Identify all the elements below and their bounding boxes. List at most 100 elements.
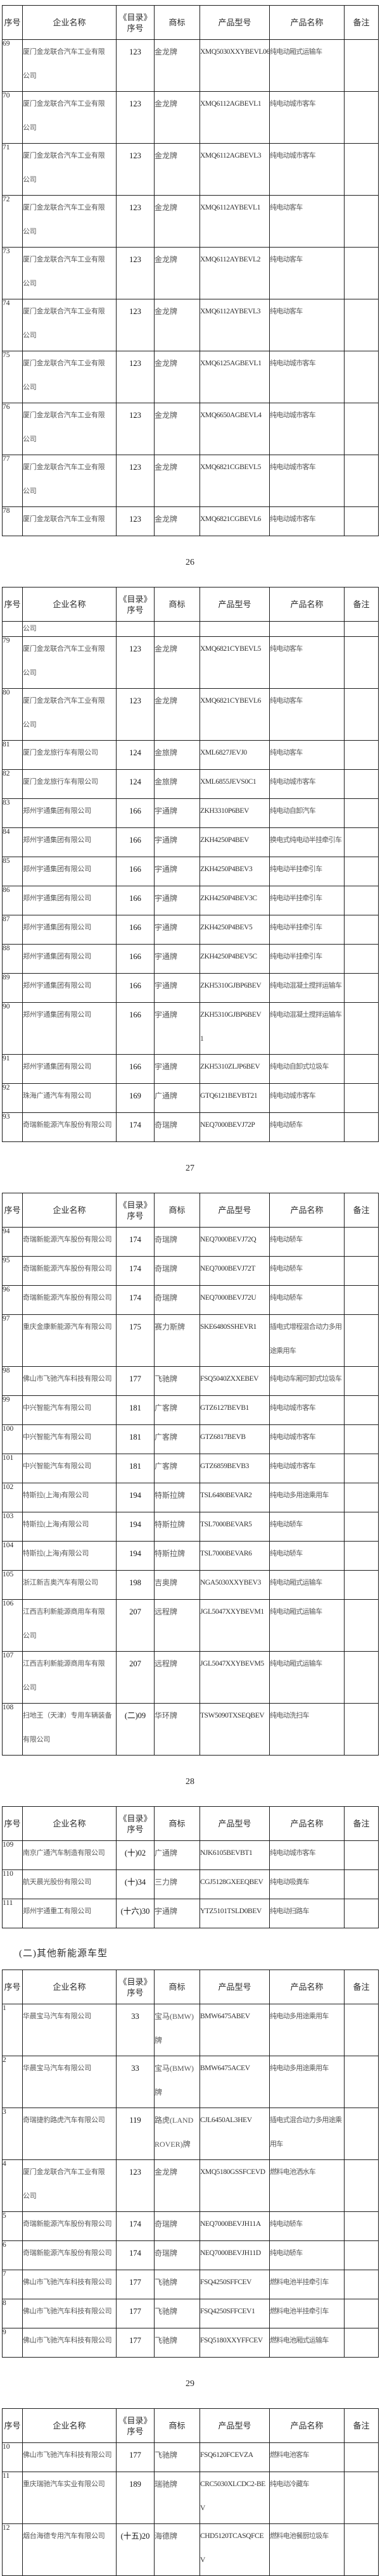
cell-line: (二)09 (124, 1711, 146, 1720)
cell-no: 6 (2, 2240, 23, 2270)
cell-line: 177 (129, 1374, 141, 1383)
table-row: 74 厦门金龙联合汽车工业有限 公司 123 金龙牌 XMQ6112AYBEVL3 纯电动客… (2, 299, 379, 351)
cell-line: 纯电动厢式运输车 (270, 1608, 323, 1616)
cell-line: 宝马(BMW) (155, 2064, 194, 2073)
table-row: 111 郑州宇通重工有限公司 (十六)30 宇通牌 YTZ5101TSLD0BEV 纯电动… (2, 1899, 379, 1928)
cell-line: XMQ6821CGBEVL5 (200, 463, 262, 471)
cell-model: ZKH5310GJBP6BEV (200, 973, 270, 1003)
cell-catalog: 177 (116, 2328, 155, 2358)
cell-product: 纯电动客车 (269, 299, 345, 351)
cell-remark (344, 1083, 379, 1113)
cell-product: 纯电动城市客车 (269, 1395, 345, 1425)
section-heading: (二)其他新能源车型 (19, 1949, 108, 1959)
table-header-row: 序号 企业名称 《目录》 序号 商标 产品型号 产品名称 备注 (2, 587, 379, 622)
cell-company: 厦门金龙联合汽车工业有限 公司 (22, 91, 117, 144)
column-header-label: 序号 (127, 605, 144, 615)
cell-line: XMQ6821CYBEVL5 (200, 645, 262, 653)
table-row: 77 厦门金龙联合汽车工业有限 公司 123 金龙牌 XMQ6821CGBEVL5 纯电动城… (2, 455, 379, 507)
cell-company: 珠海广通汽车有限公司 (22, 1083, 117, 1113)
cell-no: 81 (2, 740, 23, 770)
cell-remark (344, 688, 379, 741)
cell-line: 特斯拉(上海)有限公司 (23, 1550, 89, 1557)
cell-line: 宝马(BMW) (155, 2012, 194, 2021)
cell-line: 宇通牌 (155, 981, 178, 990)
cell-line: 金龙牌 (155, 515, 178, 524)
cell-brand: 宇通牌 (154, 886, 200, 915)
cell-remark (344, 195, 379, 248)
cell-model: BMW6475ACEV (200, 2056, 270, 2108)
cell-brand: 宇通牌 (154, 1054, 200, 1084)
cell-line: 金龙牌 (155, 463, 178, 472)
cell-line: 飞驰牌 (155, 1374, 178, 1383)
cell-brand: 金龙牌 (154, 403, 200, 455)
cell-line: TSL7000BEVAR5 (200, 1521, 252, 1528)
cell-model: XML6827JEVJ0 (200, 740, 270, 770)
table-other-nev-1: 序号 企业名称 《目录》 序号 商标 产品型号 产品名称 备注 1 华晨宝马汽车有限公司 33 宝马(… (2, 1970, 379, 2358)
cell-line: 纯电动半挂牵引车 (270, 895, 323, 902)
cell-line: 宇通牌 (155, 865, 178, 874)
cell-no: 88 (2, 944, 23, 974)
cell-line: 纯电动扫路车 (270, 1907, 310, 1915)
cell-line: FSQ6120FCEVZA (200, 2451, 254, 2459)
cell-line: 公司 (23, 384, 37, 391)
cell-model: XMQ6112AGBEVL1 (200, 91, 270, 144)
table-row: 9 佛山市飞驰汽车科技有限公司 177 飞驰牌 FSQ5180XXYFFCEV 燃料电池厢… (2, 2328, 379, 2358)
cell-line: 广客牌 (155, 1433, 178, 1442)
cell-product: 纯电动轿车 (269, 1285, 345, 1315)
cell-company: 厦门金龙联合汽车工业有限 公司 (22, 195, 117, 248)
cell-line: 123 (129, 151, 141, 160)
cell-brand: 特斯拉牌 (154, 1512, 200, 1542)
cell-line: XMQ5180GSSFCEVD (200, 2168, 266, 2176)
table-row: 88 郑州宇通集团有限公司 166 宇通牌 ZKH4250P4BEV5C 纯电动半挂牵引车 (2, 944, 379, 974)
cell-line: 华环牌 (155, 1711, 178, 1720)
column-header-brand: 商标 (154, 1806, 200, 1841)
cell-line: 燃料电池洒水车 (270, 2168, 316, 2176)
cell-company: 烟台海德专用汽车有限公司 (22, 2523, 117, 2576)
column-header-remark: 备注 (344, 1193, 379, 1228)
cell-brand: 宇通牌 (154, 944, 200, 974)
table-row: 108 扫地王（天津）专用车辆装备 有限公司 (二)09 华环牌 TSW5090TXSEQ… (2, 1703, 379, 1756)
column-header-product: 产品名称 (269, 5, 345, 40)
cell-line: TSW5090TXSEQBEV (200, 1712, 265, 1719)
cell-line: 远程牌 (155, 1659, 178, 1668)
table-row: 96 奇瑞新能源汽车股份有限公司 174 奇瑞牌 NEQ7000BEVJ72U 纯电动轿车 (2, 1285, 379, 1315)
table-row: 10 佛山市飞驰汽车科技有限公司 177 飞驰牌 FSQ6120FCEVZA 燃料电池客车 (2, 2442, 379, 2472)
cell-line: 公司 (23, 721, 37, 729)
cell-remark (344, 740, 379, 770)
column-header-label: 序号 (4, 1982, 21, 1992)
column-header-label: 企业名称 (53, 600, 86, 609)
cell-brand: 海德牌 (154, 2523, 200, 2576)
cell-model: CRC5030XLCDC2-BE V (200, 2472, 270, 2524)
column-header-label: 产品名称 (290, 1982, 324, 1992)
column-header-catalog: 《目录》 序号 (116, 5, 155, 40)
cell-no: 7 (2, 2270, 23, 2299)
cell-remark (344, 2211, 379, 2241)
column-header-model: 产品型号 (200, 2408, 270, 2443)
table-row: 2 华晨宝马汽车有限公司 33 宝马(BMW) 牌 BMW6475ACEV 纯电动多用途乘用… (2, 2056, 379, 2108)
cell-line: 177 (129, 2451, 141, 2460)
cell-catalog: 166 (116, 1002, 155, 1055)
cell-model: FSQ5040ZXXEBEV (200, 1366, 270, 1396)
cell-line: 佛山市飞驰汽车科技有限公司 (23, 2278, 112, 2286)
table-row: 71 厦门金龙联合汽车工业有限 公司 123 金龙牌 XMQ6112AGBEVL3 纯电动城… (2, 143, 379, 196)
cell-line: 宇通牌 (155, 1907, 178, 1916)
cell-line: 纯电动客车 (270, 256, 303, 263)
cell-line: 海德牌 (155, 2532, 178, 2541)
cell-line: 特斯拉(上海)有限公司 (23, 1521, 89, 1528)
cell-line: 166 (129, 1062, 141, 1071)
column-header-brand: 商标 (154, 1193, 200, 1228)
column-header-no: 序号 (2, 1193, 23, 1228)
cell-product: 纯电动扫路车 (269, 1899, 345, 1928)
cell-catalog: 181 (116, 1424, 155, 1454)
cell-remark (344, 1314, 379, 1367)
column-header-label: 商标 (168, 600, 186, 609)
cell-line: 纯电动厢式运输车 (270, 1579, 323, 1586)
cell-catalog: 174 (116, 1112, 155, 1142)
cell-brand: 金龙牌 (154, 143, 200, 196)
cell-line: FSQ4250SFFCEV1 (200, 2308, 255, 2315)
cell-product: 纯电动轿车 (269, 1512, 345, 1542)
cell-line: 纯电动吸粪车 (270, 1878, 310, 1886)
cell-catalog: 166 (116, 798, 155, 828)
cell-line: (十)34 (124, 1878, 146, 1887)
cell-remark (344, 1054, 379, 1084)
